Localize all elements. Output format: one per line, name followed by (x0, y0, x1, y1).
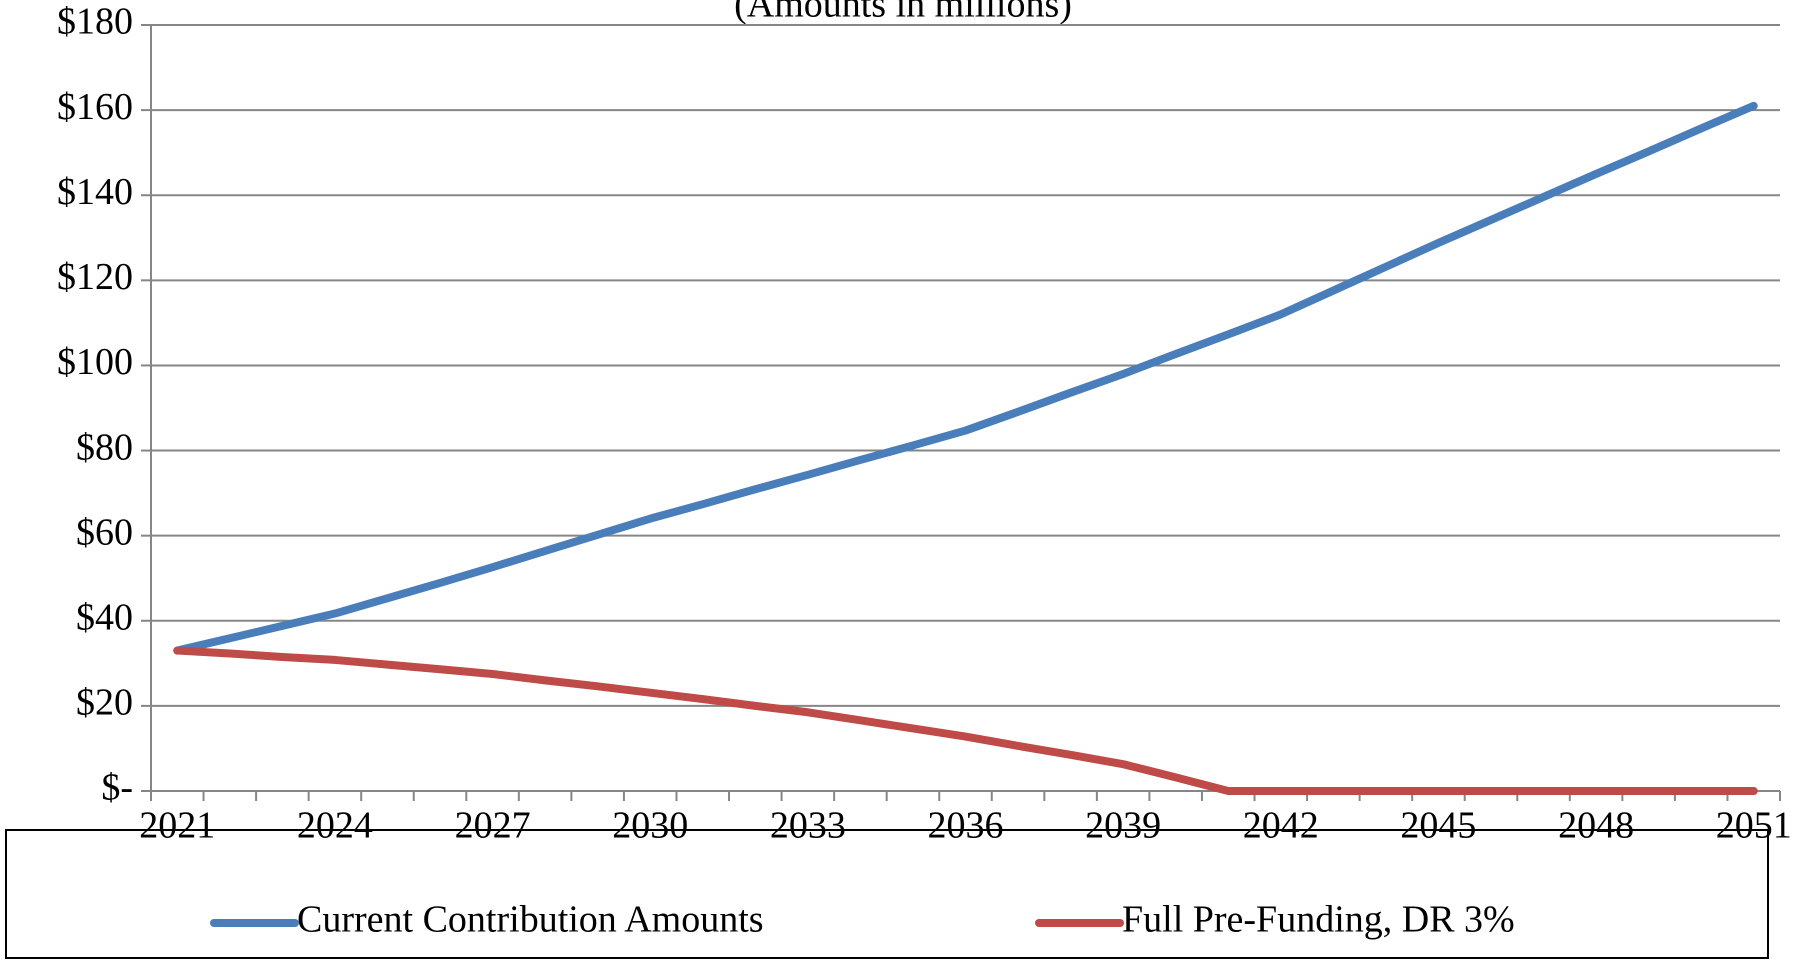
y-tick-label: $20 (76, 682, 133, 724)
legend-label: Current Contribution Amounts (297, 899, 764, 941)
y-tick-label: $120 (57, 256, 133, 298)
y-tick-label: $80 (76, 426, 133, 468)
x-tick-label: 2051 (1716, 805, 1792, 847)
y-tick-label: $180 (57, 1, 133, 43)
x-tick-label: 2027 (455, 805, 531, 847)
x-tick-label: 2042 (1243, 805, 1319, 847)
x-tick-label: 2033 (770, 805, 846, 847)
y-tick-label: $140 (57, 171, 133, 213)
y-tick-label: $100 (57, 341, 133, 383)
y-tick-label: $160 (57, 86, 133, 128)
x-tick-label: 2024 (297, 805, 373, 847)
legend-box (5, 829, 1769, 959)
x-tick-label: 2021 (139, 805, 215, 847)
x-tick-label: 2036 (928, 805, 1004, 847)
series-line (173, 646, 1758, 795)
y-tick-label: $40 (76, 596, 133, 638)
x-tick-label: 2045 (1400, 805, 1476, 847)
chart-subtitle: (Amounts in millions) (734, 0, 1072, 26)
x-tick-label: 2030 (612, 805, 688, 847)
x-tick-label: 2039 (1085, 805, 1161, 847)
x-tick-label: 2048 (1558, 805, 1634, 847)
y-tick-label: $60 (76, 511, 133, 553)
y-tick-label: $- (101, 767, 133, 809)
series-line (173, 101, 1758, 655)
legend-label: Full Pre-Funding, DR 3% (1122, 899, 1515, 941)
